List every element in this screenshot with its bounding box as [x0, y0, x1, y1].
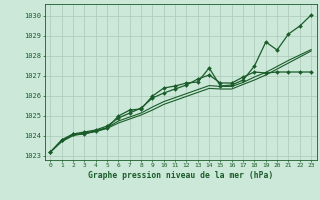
X-axis label: Graphe pression niveau de la mer (hPa): Graphe pression niveau de la mer (hPa) — [88, 171, 273, 180]
